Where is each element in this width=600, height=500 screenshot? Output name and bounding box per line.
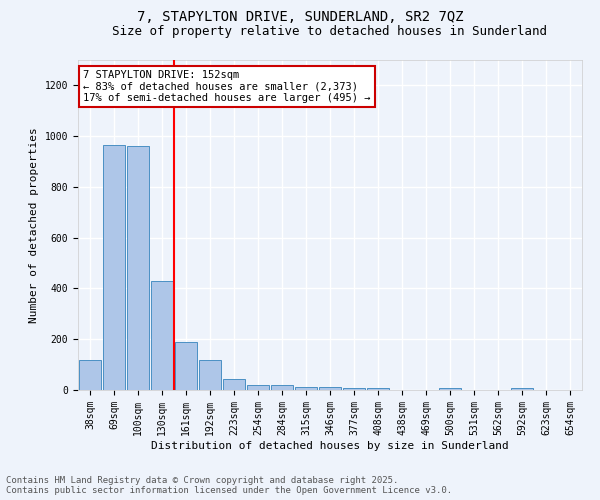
Bar xyxy=(127,146,149,390)
Bar xyxy=(367,388,389,390)
Title: Size of property relative to detached houses in Sunderland: Size of property relative to detached ho… xyxy=(113,25,548,38)
Bar xyxy=(343,388,365,390)
Bar xyxy=(199,360,221,390)
Bar xyxy=(271,386,293,390)
Bar xyxy=(319,388,341,390)
Bar xyxy=(223,379,245,390)
Bar xyxy=(511,388,533,390)
Bar xyxy=(79,360,101,390)
Bar xyxy=(247,386,269,390)
Text: Contains HM Land Registry data © Crown copyright and database right 2025.
Contai: Contains HM Land Registry data © Crown c… xyxy=(6,476,452,495)
Bar xyxy=(295,387,317,390)
Text: 7 STAPYLTON DRIVE: 152sqm
← 83% of detached houses are smaller (2,373)
17% of se: 7 STAPYLTON DRIVE: 152sqm ← 83% of detac… xyxy=(83,70,371,103)
Bar xyxy=(175,342,197,390)
Bar xyxy=(151,281,173,390)
X-axis label: Distribution of detached houses by size in Sunderland: Distribution of detached houses by size … xyxy=(151,440,509,450)
Text: 7, STAPYLTON DRIVE, SUNDERLAND, SR2 7QZ: 7, STAPYLTON DRIVE, SUNDERLAND, SR2 7QZ xyxy=(137,10,463,24)
Y-axis label: Number of detached properties: Number of detached properties xyxy=(29,127,39,323)
Bar xyxy=(103,145,125,390)
Bar xyxy=(439,388,461,390)
